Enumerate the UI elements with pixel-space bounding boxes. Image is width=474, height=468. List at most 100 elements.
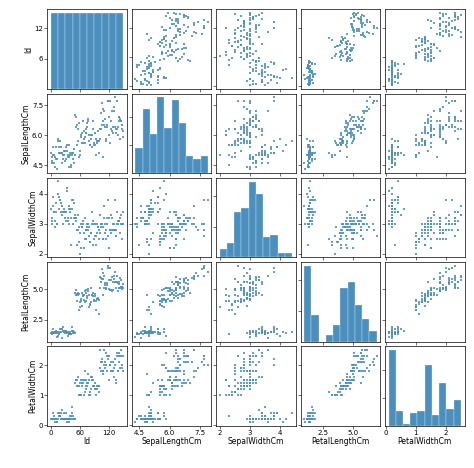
Point bbox=[156, 301, 164, 309]
Point bbox=[190, 276, 198, 283]
Point bbox=[166, 285, 173, 293]
Point bbox=[107, 97, 114, 105]
Point bbox=[162, 386, 169, 393]
Point bbox=[307, 150, 314, 157]
Point bbox=[359, 235, 367, 242]
Point bbox=[231, 388, 238, 396]
Point bbox=[305, 76, 313, 83]
Point bbox=[427, 57, 435, 64]
Point bbox=[137, 416, 145, 423]
Point bbox=[255, 416, 263, 423]
Point bbox=[176, 220, 183, 227]
Point bbox=[87, 391, 94, 399]
Point bbox=[67, 412, 75, 420]
Point bbox=[83, 380, 91, 387]
Point bbox=[394, 193, 401, 200]
Point bbox=[349, 132, 357, 139]
Point bbox=[137, 71, 145, 78]
Point bbox=[78, 130, 85, 137]
Point bbox=[154, 410, 161, 417]
Point bbox=[394, 71, 401, 79]
Point bbox=[192, 270, 200, 277]
Point bbox=[362, 33, 369, 40]
Point bbox=[454, 26, 462, 34]
Point bbox=[240, 361, 248, 369]
Point bbox=[388, 327, 395, 335]
Point bbox=[148, 196, 155, 203]
Point bbox=[360, 220, 368, 227]
Point bbox=[305, 208, 313, 215]
Point bbox=[442, 286, 450, 294]
Point bbox=[91, 130, 99, 137]
Point bbox=[351, 134, 358, 141]
Point bbox=[307, 77, 314, 84]
Point bbox=[61, 416, 68, 423]
Point bbox=[337, 130, 345, 137]
Point bbox=[258, 79, 266, 86]
Point bbox=[200, 22, 208, 30]
Point bbox=[243, 382, 251, 390]
Point bbox=[158, 39, 165, 46]
Point bbox=[59, 416, 67, 423]
Point bbox=[66, 164, 73, 171]
Point bbox=[228, 42, 236, 50]
Point bbox=[160, 220, 167, 227]
Point bbox=[454, 208, 462, 215]
Point bbox=[258, 328, 266, 336]
Point bbox=[338, 229, 346, 236]
Point bbox=[439, 272, 447, 279]
Point bbox=[243, 45, 251, 53]
Point bbox=[273, 74, 281, 81]
Point bbox=[421, 294, 428, 301]
Point bbox=[85, 117, 92, 125]
Point bbox=[113, 352, 120, 360]
Point bbox=[92, 232, 100, 240]
Point bbox=[442, 10, 450, 18]
Point bbox=[117, 211, 125, 219]
Point bbox=[343, 244, 351, 251]
Point bbox=[98, 358, 106, 366]
Point bbox=[55, 410, 62, 417]
Point bbox=[144, 418, 151, 426]
Point bbox=[346, 130, 353, 137]
Point bbox=[172, 229, 179, 236]
Point bbox=[439, 284, 447, 292]
Point bbox=[436, 214, 444, 221]
Point bbox=[108, 108, 116, 115]
Point bbox=[252, 48, 260, 55]
Point bbox=[336, 380, 344, 387]
Point bbox=[388, 214, 395, 221]
Point bbox=[388, 329, 395, 337]
Y-axis label: Id: Id bbox=[24, 45, 33, 53]
Point bbox=[99, 292, 106, 299]
Point bbox=[246, 295, 254, 302]
Point bbox=[255, 22, 263, 29]
Point bbox=[55, 410, 63, 417]
Point bbox=[92, 298, 100, 305]
Point bbox=[436, 214, 444, 221]
Point bbox=[150, 229, 157, 236]
Point bbox=[146, 304, 153, 311]
Point bbox=[308, 217, 315, 224]
Point bbox=[82, 386, 90, 393]
Point bbox=[55, 150, 63, 157]
Point bbox=[305, 184, 313, 191]
Point bbox=[158, 296, 165, 304]
Point bbox=[436, 9, 444, 17]
Point bbox=[363, 220, 371, 227]
Point bbox=[412, 238, 419, 245]
Point bbox=[108, 214, 116, 221]
Point bbox=[394, 328, 401, 336]
Point bbox=[180, 367, 187, 375]
Point bbox=[166, 292, 173, 299]
Point bbox=[451, 277, 459, 284]
Point bbox=[336, 148, 344, 155]
Point bbox=[168, 220, 175, 227]
Point bbox=[349, 235, 357, 242]
Point bbox=[421, 39, 428, 47]
Point bbox=[270, 328, 278, 336]
Point bbox=[388, 329, 395, 337]
Point bbox=[394, 208, 401, 215]
Point bbox=[258, 278, 266, 285]
Point bbox=[255, 125, 263, 133]
